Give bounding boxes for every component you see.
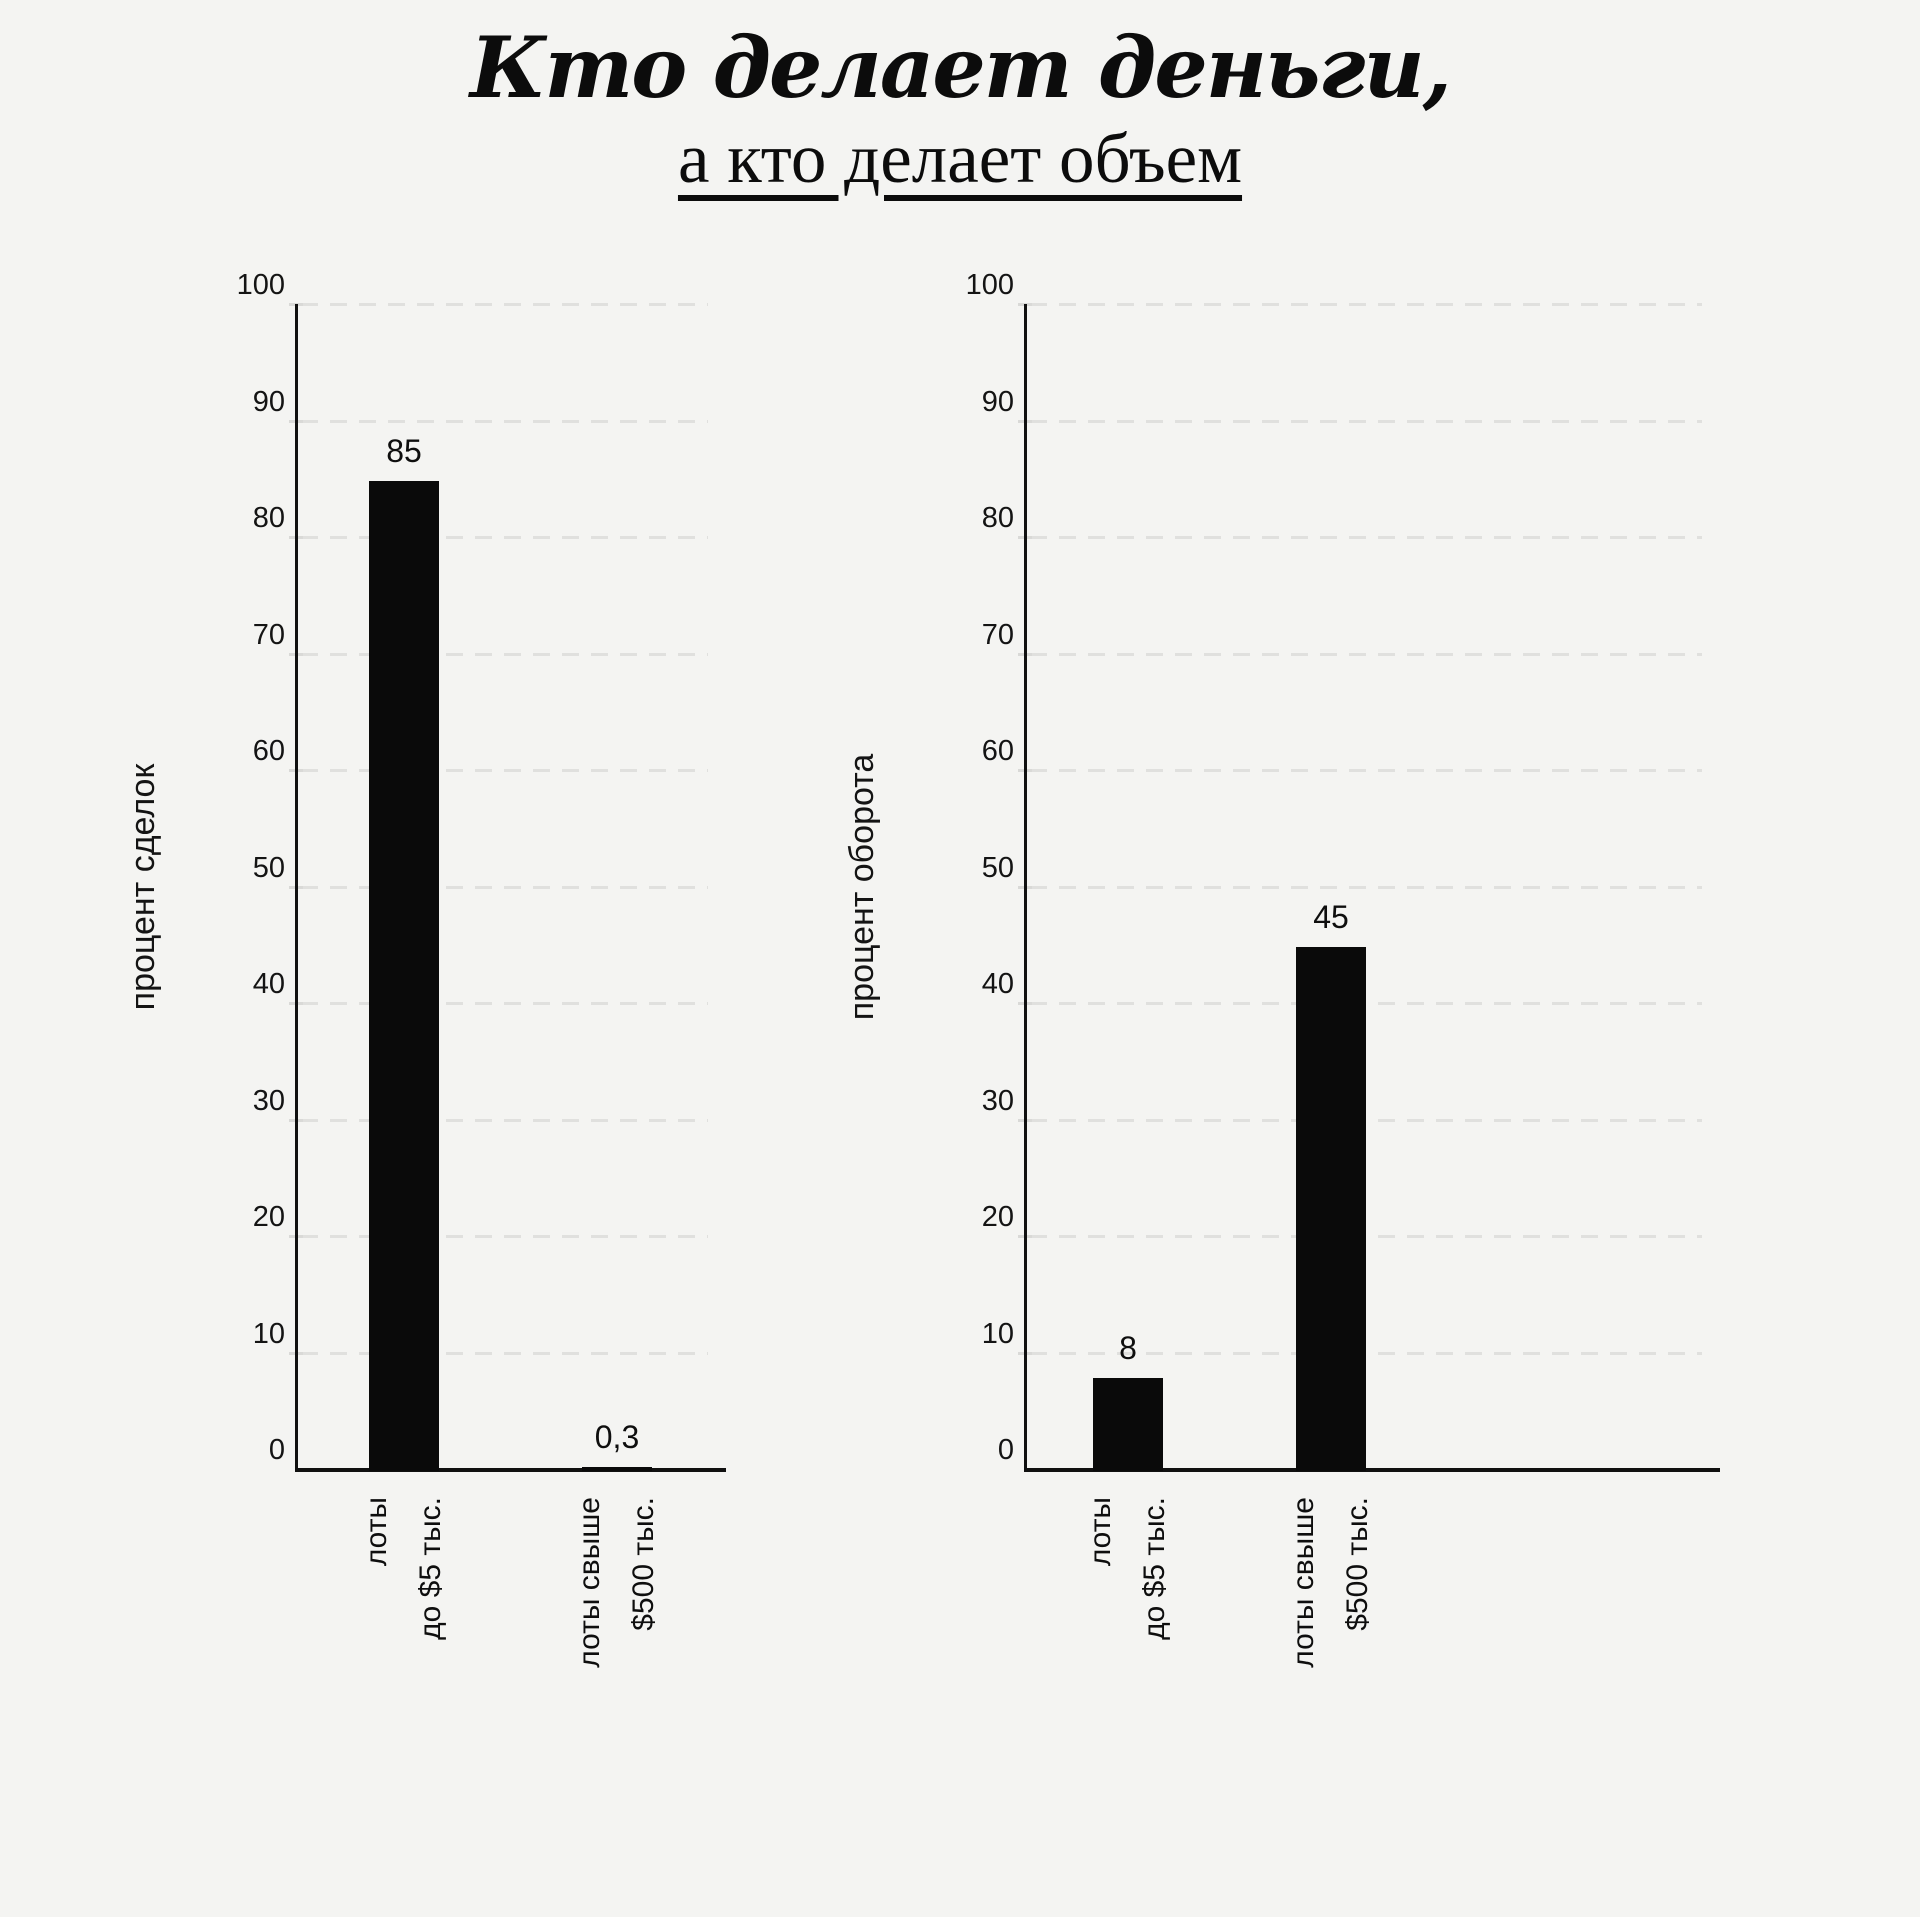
y-tick-label-70: 70 bbox=[981, 618, 1014, 651]
category-label: лоты до $5 тыс. bbox=[350, 1497, 458, 1917]
category-label: лоты свыше $500 тыс. bbox=[1277, 1497, 1385, 1917]
bar-value-label: 85 bbox=[386, 433, 422, 469]
bar-deals-share-0 bbox=[369, 481, 439, 1471]
header: Кто делает деньги, а кто делает объем bbox=[0, 16, 1920, 196]
y-tick-label-0: 0 bbox=[268, 1434, 285, 1466]
subtitle-text: а кто делает объем bbox=[677, 120, 1243, 198]
category-label-line: лоты bbox=[360, 1497, 393, 1567]
gridline-60 bbox=[1030, 769, 1702, 772]
bar-deals-share-1 bbox=[582, 1467, 652, 1471]
gridline-30 bbox=[301, 1118, 708, 1122]
gridline-70 bbox=[301, 652, 708, 656]
y-tick-label-80: 80 bbox=[252, 502, 285, 534]
y-tick-label-80: 80 bbox=[981, 502, 1014, 534]
y-tick-label-60: 60 bbox=[981, 735, 1014, 767]
y-tick-label-100: 100 bbox=[965, 269, 1014, 301]
gridline-30 bbox=[1030, 1118, 1702, 1122]
gridline-20 bbox=[301, 1235, 708, 1238]
gridline-100 bbox=[1030, 303, 1702, 306]
category-label-line: до $5 тыс. bbox=[1138, 1497, 1171, 1640]
y-axis-line bbox=[1024, 304, 1027, 1472]
y-tick-label-10: 10 bbox=[252, 1317, 285, 1350]
gridline-80 bbox=[1030, 536, 1702, 539]
gridline-40 bbox=[301, 1002, 708, 1005]
y-axis-line bbox=[295, 304, 298, 1472]
y-tick-label-10: 10 bbox=[981, 1317, 1014, 1350]
gridline-50 bbox=[1030, 885, 1702, 889]
category-label-line: лоты bbox=[1084, 1497, 1117, 1567]
subtitle: а кто делает объем bbox=[0, 122, 1920, 196]
category-label-line: лоты свыше bbox=[1287, 1497, 1320, 1668]
y-tick-label-20: 20 bbox=[981, 1201, 1014, 1233]
y-tick-label-90: 90 bbox=[252, 385, 285, 418]
main-title: Кто делает деньги, bbox=[470, 18, 1452, 117]
y-tick-label-70: 70 bbox=[252, 618, 285, 651]
gridline-90 bbox=[1030, 419, 1702, 423]
category-label-line: $500 тыс. bbox=[627, 1497, 660, 1631]
y-tick-label-20: 20 bbox=[252, 1201, 285, 1233]
y-tick-label-30: 30 bbox=[981, 1084, 1014, 1117]
bar-value-label: 0,3 bbox=[594, 1419, 640, 1455]
gridline-100 bbox=[301, 303, 708, 306]
y-axis-title: процент сделок bbox=[124, 763, 162, 1011]
gridline-10 bbox=[1030, 1351, 1702, 1355]
y-tick-label-60: 60 bbox=[252, 735, 285, 767]
bar-value-label: 8 bbox=[1119, 1330, 1137, 1366]
gridline-70 bbox=[1030, 652, 1702, 656]
gridline-60 bbox=[301, 769, 708, 772]
category-label-line: $500 тыс. bbox=[1341, 1497, 1374, 1631]
y-tick-label-0: 0 bbox=[997, 1434, 1014, 1466]
bar-value-label: 45 bbox=[1313, 899, 1349, 935]
y-tick-label-30: 30 bbox=[252, 1084, 285, 1117]
y-axis-title: процент оборота bbox=[843, 753, 881, 1021]
x-axis-line bbox=[1025, 1468, 1720, 1472]
x-axis-line bbox=[296, 1468, 726, 1472]
y-tick-label-100: 100 bbox=[236, 269, 285, 301]
gridline-50 bbox=[301, 885, 708, 889]
y-tick-label-40: 40 bbox=[252, 968, 285, 1000]
infographic-canvas: Кто делает деньги, а кто делает объем 10… bbox=[0, 16, 1920, 1668]
category-label: лоты до $5 тыс. bbox=[1074, 1497, 1182, 1917]
gridline-80 bbox=[301, 536, 708, 539]
gridline-90 bbox=[301, 419, 708, 423]
category-label-line: до $5 тыс. bbox=[414, 1497, 447, 1640]
y-tick-label-50: 50 bbox=[981, 851, 1014, 884]
gridline-40 bbox=[1030, 1002, 1702, 1005]
y-tick-label-50: 50 bbox=[252, 851, 285, 884]
bar-turnover-share-1 bbox=[1296, 947, 1366, 1471]
gridline-10 bbox=[301, 1351, 708, 1355]
category-label: лоты свыше $500 тыс. bbox=[563, 1497, 671, 1917]
y-tick-label-40: 40 bbox=[981, 968, 1014, 1000]
bar-turnover-share-0 bbox=[1093, 1378, 1163, 1471]
category-label-line: лоты свыше bbox=[573, 1497, 606, 1668]
gridline-20 bbox=[1030, 1235, 1702, 1238]
y-tick-label-90: 90 bbox=[981, 385, 1014, 418]
